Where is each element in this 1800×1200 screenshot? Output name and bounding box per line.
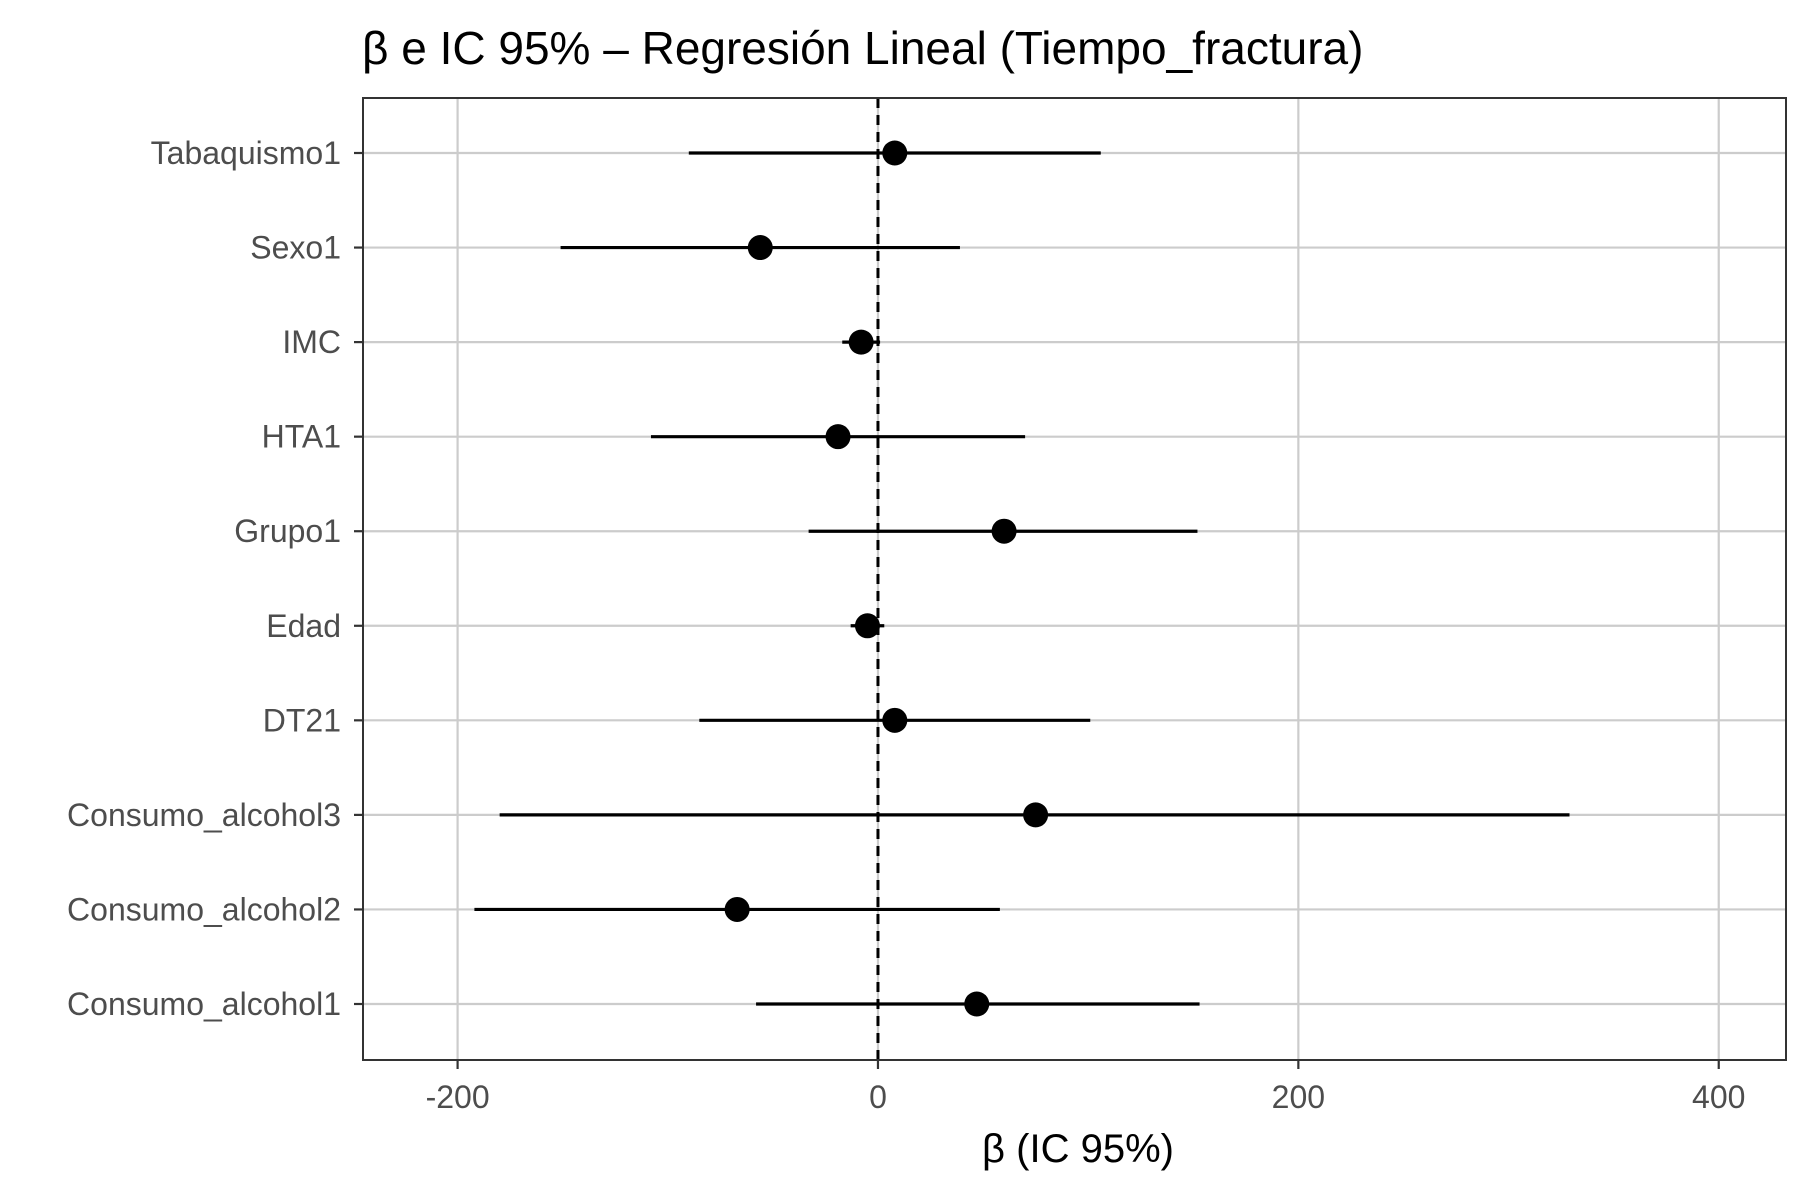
y-tick-label: Edad	[266, 608, 341, 644]
estimate-point	[964, 991, 990, 1017]
x-tick-label: 0	[869, 1079, 887, 1115]
y-tick-label: Consumo_alcohol3	[67, 797, 341, 833]
y-tick-label: DT21	[263, 702, 341, 738]
estimate-point	[848, 329, 874, 355]
estimate-point	[825, 424, 851, 450]
estimate-point	[882, 707, 908, 733]
estimate-point	[1023, 802, 1049, 828]
y-tick-label: Tabaquismo1	[151, 135, 341, 171]
x-tick-label: 400	[1692, 1079, 1745, 1115]
x-tick-label: 200	[1272, 1079, 1325, 1115]
estimate-point	[882, 140, 908, 166]
estimate-point	[747, 235, 773, 261]
y-tick-label: Consumo_alcohol2	[67, 891, 341, 927]
x-tick-label: -200	[426, 1079, 490, 1115]
panel-border	[362, 97, 1787, 1061]
x-axis-title: β (IC 95%)	[982, 1127, 1174, 1171]
estimate-point	[991, 518, 1017, 544]
estimate-point	[854, 613, 880, 639]
chart-title: β e IC 95% – Regresión Lineal (Tiempo_fr…	[362, 22, 1363, 74]
estimate-point	[724, 896, 750, 922]
y-tick-label: IMC	[282, 324, 341, 360]
y-tick-label: Sexo1	[250, 230, 341, 266]
plot-area: Tabaquismo1 Sexo1 IMC HTA1 Grupo1 Edad DT21 Con…	[67, 97, 1787, 1115]
y-tick-label: HTA1	[262, 419, 341, 455]
y-tick-label: Consumo_alcohol1	[67, 986, 341, 1022]
y-tick-label: Grupo1	[234, 513, 341, 549]
